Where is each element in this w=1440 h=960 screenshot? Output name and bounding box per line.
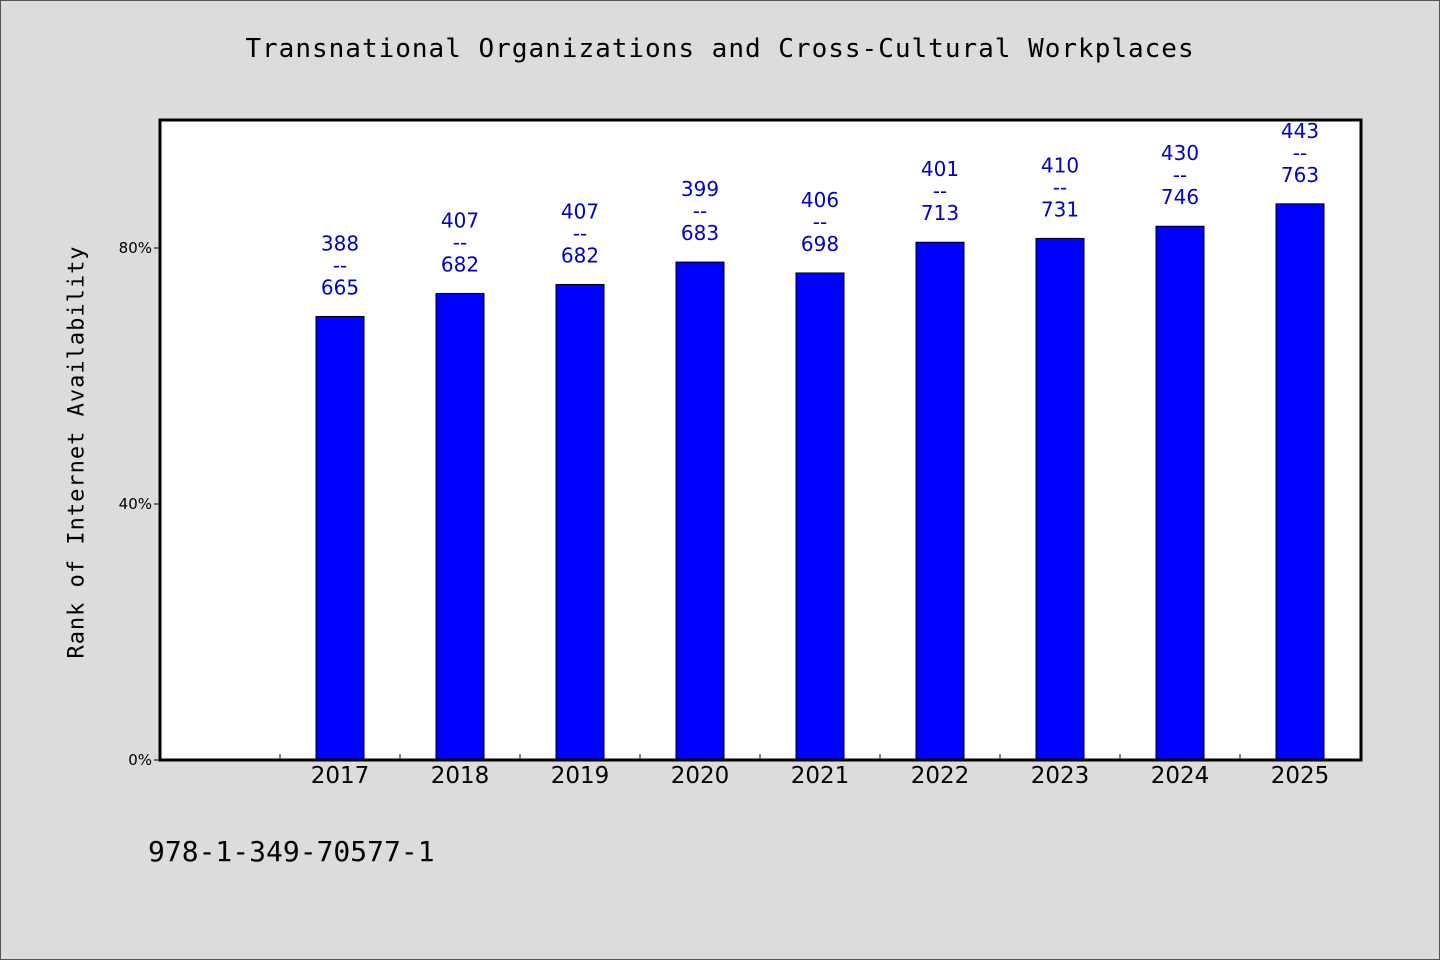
bar [675, 261, 725, 761]
x-tick-label: 2024 [1151, 763, 1210, 789]
data-label: 713 [921, 201, 959, 225]
data-label: 430 [1161, 141, 1199, 165]
data-label: 731 [1041, 197, 1079, 221]
x-tick-label: 2018 [431, 763, 490, 789]
data-label: -- [933, 179, 947, 203]
x-tick-label: 2019 [551, 763, 610, 789]
x-tick-label: 2017 [311, 763, 370, 789]
x-tick-label: 2023 [1031, 763, 1090, 789]
chart-title: Transnational Organizations and Cross-Cu… [245, 34, 1195, 64]
data-label: 443 [1281, 119, 1319, 143]
bar [1275, 203, 1325, 761]
data-label: 682 [441, 252, 479, 276]
bar [315, 315, 365, 761]
data-label: 406 [801, 188, 839, 212]
plot-frame [158, 118, 1363, 762]
data-label: -- [693, 199, 707, 223]
data-label: 407 [441, 208, 479, 232]
data-label: 665 [321, 275, 359, 299]
y-tick-label: 0% [128, 751, 152, 769]
y-tick-label: 80% [119, 239, 152, 257]
data-label: -- [573, 221, 587, 245]
bar [915, 241, 965, 761]
bar [795, 272, 845, 761]
y-tick-label: 40% [119, 495, 152, 513]
data-label: -- [1293, 141, 1307, 165]
data-label: -- [1173, 163, 1187, 187]
data-label: -- [1053, 175, 1067, 199]
data-label: -- [333, 253, 347, 277]
bar [555, 283, 605, 761]
x-tick-label: 2025 [1271, 763, 1330, 789]
data-label: 388 [321, 231, 359, 255]
data-label: 683 [681, 221, 719, 245]
isbn-footer: 978-1-349-70577-1 [148, 835, 435, 868]
data-label: 407 [561, 199, 599, 223]
data-label: 763 [1281, 163, 1319, 187]
x-tick-label: 2022 [911, 763, 970, 789]
data-label: 401 [921, 157, 959, 181]
data-label: 746 [1161, 185, 1199, 209]
bar [1035, 237, 1085, 761]
data-label: 682 [561, 243, 599, 267]
bar [1155, 225, 1205, 761]
data-label: -- [453, 230, 467, 254]
x-tick-label: 2020 [671, 763, 730, 789]
data-label: 410 [1041, 153, 1079, 177]
x-tick-label: 2021 [791, 763, 850, 789]
data-label: 698 [801, 232, 839, 256]
data-label: 399 [681, 177, 719, 201]
data-label: -- [813, 210, 827, 234]
bar [435, 292, 485, 761]
